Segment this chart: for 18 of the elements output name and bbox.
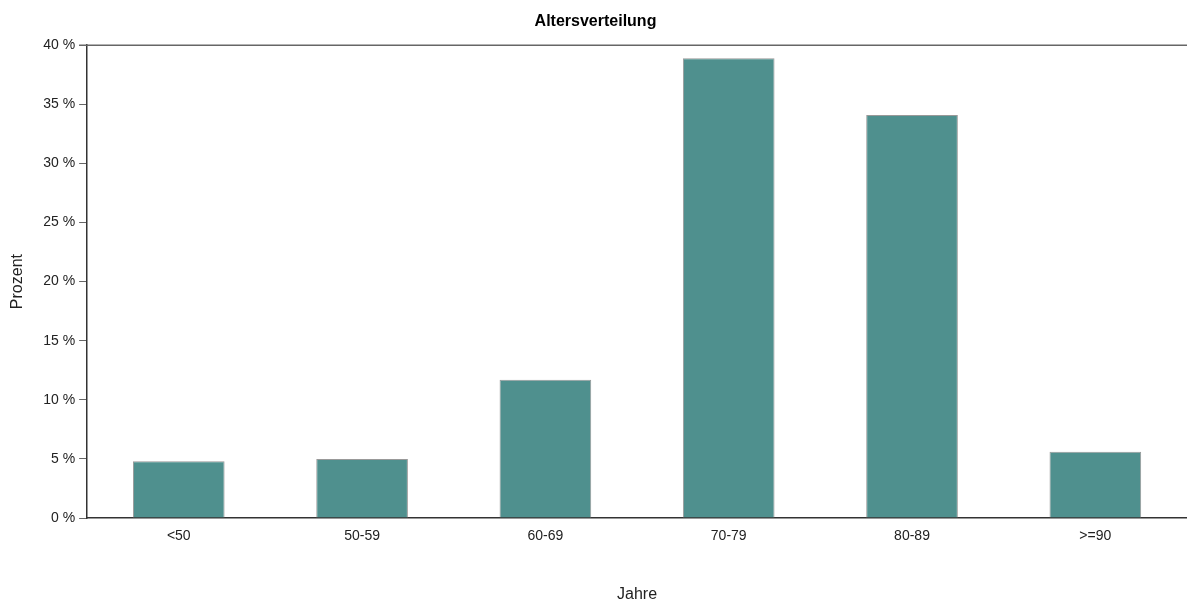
y-tick-label: 15 %: [43, 331, 76, 348]
y-tick-label: 30 %: [43, 154, 76, 171]
y-tick-label: 35 %: [43, 95, 76, 112]
y-tick-label: 0 %: [50, 508, 76, 525]
y-tick-label: 25 %: [43, 213, 76, 230]
y-tick-label: 40 %: [43, 36, 76, 53]
x-axis-title: Jahre: [617, 584, 658, 602]
x-tick-label: 80-89: [894, 527, 931, 544]
y-tick-label: 10 %: [43, 390, 76, 407]
y-tick-label: 5 %: [50, 449, 76, 466]
y-tick-label: 20 %: [43, 272, 76, 289]
x-tick-label: >=90: [1079, 527, 1112, 544]
x-tick-label: 60-69: [527, 527, 564, 544]
chart-title: Altersverteilung: [534, 12, 657, 30]
x-tick-label: <50: [166, 527, 191, 544]
x-tick-label: 50-59: [344, 527, 381, 544]
x-tick-label: 70-79: [710, 527, 747, 544]
y-axis-title: Prozent: [8, 253, 26, 310]
